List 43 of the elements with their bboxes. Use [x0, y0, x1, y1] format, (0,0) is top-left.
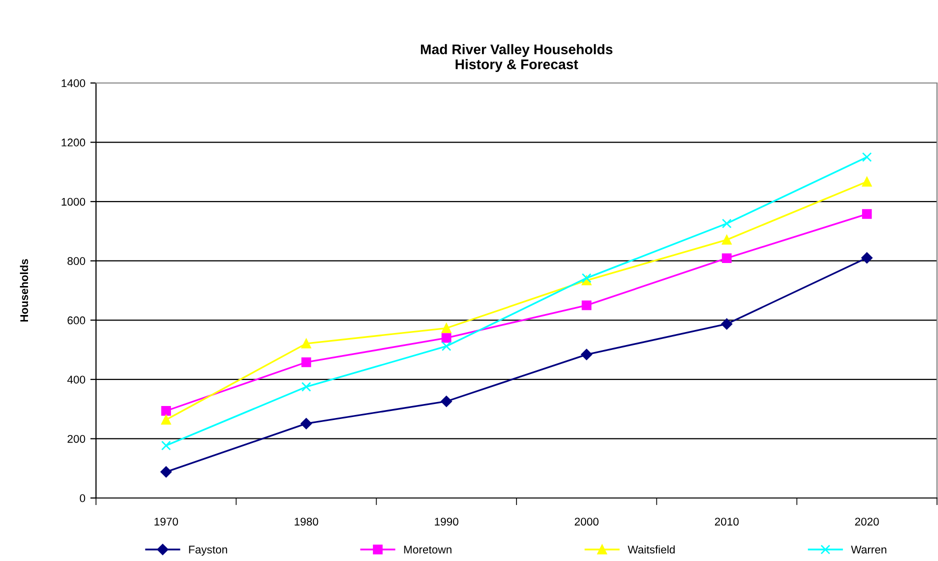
- y-tick-label: 400: [67, 376, 86, 384]
- point: [862, 176, 872, 187]
- point: [721, 318, 732, 330]
- point: [442, 341, 452, 352]
- x-tick-label: 1970: [154, 518, 178, 526]
- chart-title: Mad River Valley Households History & Forecast: [420, 44, 612, 72]
- point: [862, 152, 872, 162]
- x-tick-label: 2000: [574, 518, 599, 526]
- x-tick-label: 1990: [434, 518, 458, 526]
- point: [582, 300, 592, 310]
- point: [862, 209, 872, 219]
- y-tick-label: 1200: [62, 138, 86, 146]
- point: [580, 348, 592, 360]
- point: [161, 406, 171, 416]
- legend-label: Waitsfield: [628, 545, 675, 554]
- point: [861, 252, 873, 264]
- legend-label: Fayston: [189, 546, 228, 556]
- point: [301, 338, 312, 348]
- y-tick-label: 200: [68, 434, 86, 443]
- point: [722, 234, 732, 245]
- x-tick-label: 2020: [855, 518, 879, 526]
- legend-label: Moretown: [404, 546, 452, 554]
- x-tick-label: 2010: [714, 518, 739, 526]
- point: [161, 440, 171, 450]
- point: [582, 273, 592, 283]
- point: [160, 466, 172, 478]
- legend-label: Warren: [851, 546, 886, 554]
- y-tick-label: 0: [80, 494, 86, 502]
- x-tick-label: 1980: [294, 518, 318, 526]
- point: [722, 218, 732, 228]
- y-tick-label: 800: [68, 257, 86, 265]
- point: [301, 357, 312, 368]
- y-tick-label: 1000: [62, 198, 86, 206]
- point: [442, 333, 452, 343]
- point: [722, 253, 732, 264]
- point: [442, 323, 452, 334]
- y-axis-title: Households: [20, 259, 28, 322]
- point: [440, 396, 452, 407]
- point: [161, 414, 171, 425]
- point: [300, 418, 312, 430]
- point: [301, 382, 312, 392]
- y-tick-label: 600: [68, 316, 86, 324]
- y-tick-label: 1400: [62, 79, 86, 88]
